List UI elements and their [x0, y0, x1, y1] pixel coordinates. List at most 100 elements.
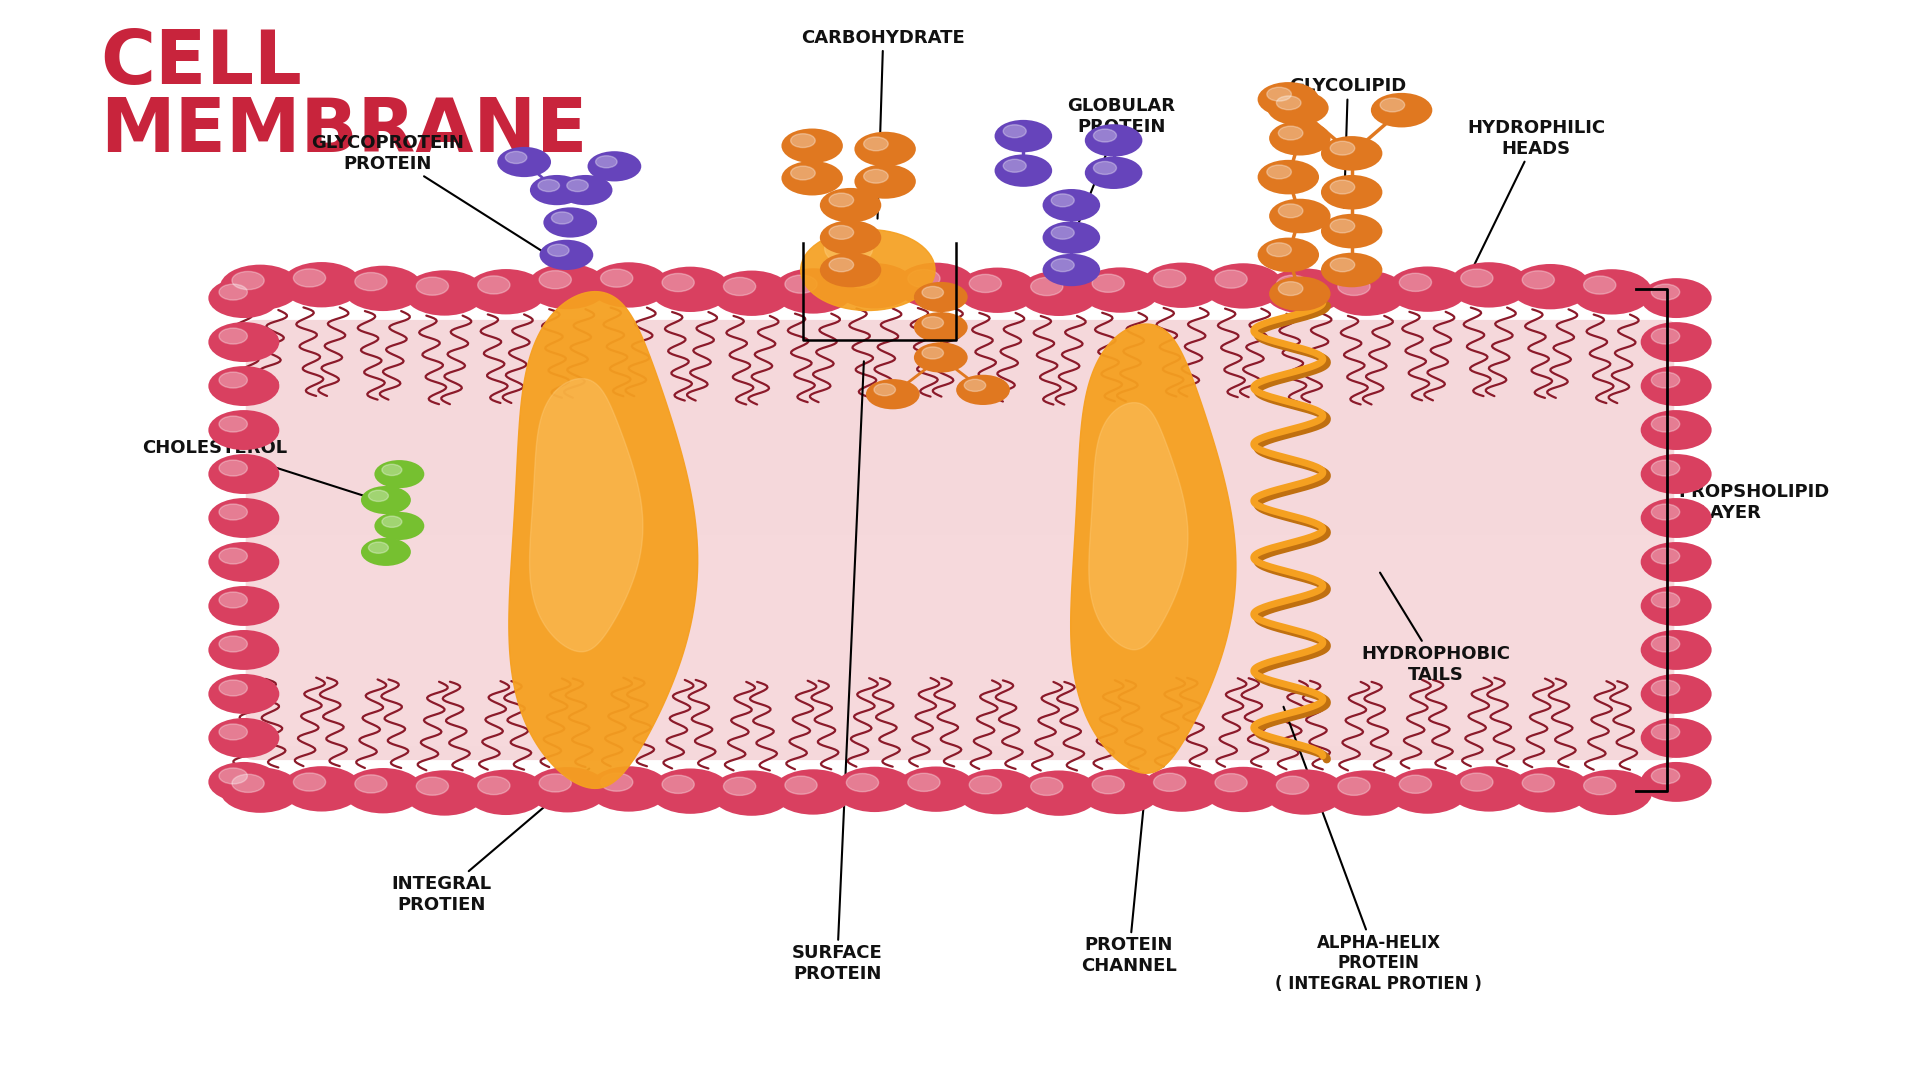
Circle shape	[1258, 238, 1319, 272]
Circle shape	[282, 766, 363, 811]
Circle shape	[724, 778, 756, 795]
Circle shape	[1321, 214, 1382, 248]
Circle shape	[922, 347, 943, 359]
Circle shape	[595, 156, 616, 167]
Circle shape	[219, 284, 248, 300]
Circle shape	[1258, 160, 1319, 194]
Circle shape	[922, 316, 943, 328]
Circle shape	[361, 486, 411, 514]
Circle shape	[772, 769, 854, 814]
Circle shape	[209, 454, 278, 494]
Polygon shape	[1089, 403, 1188, 650]
Circle shape	[662, 775, 695, 794]
Circle shape	[1094, 161, 1117, 175]
Circle shape	[1018, 770, 1098, 815]
Circle shape	[1642, 410, 1711, 450]
Circle shape	[1380, 98, 1405, 112]
Circle shape	[1461, 269, 1494, 287]
Circle shape	[1263, 269, 1344, 314]
Circle shape	[785, 777, 818, 794]
Circle shape	[219, 416, 248, 432]
Circle shape	[1371, 93, 1432, 127]
Circle shape	[369, 542, 388, 553]
Circle shape	[1331, 258, 1356, 272]
Circle shape	[1450, 262, 1528, 308]
Circle shape	[282, 262, 363, 308]
Circle shape	[854, 132, 916, 166]
Circle shape	[820, 188, 881, 222]
Circle shape	[820, 253, 881, 287]
Circle shape	[785, 275, 818, 293]
Circle shape	[1584, 276, 1617, 294]
Polygon shape	[530, 379, 643, 651]
Circle shape	[781, 161, 843, 195]
Circle shape	[1325, 270, 1405, 315]
Circle shape	[530, 175, 584, 205]
Circle shape	[914, 342, 968, 373]
Circle shape	[209, 279, 278, 318]
Circle shape	[1651, 768, 1680, 784]
Circle shape	[956, 375, 1010, 405]
Circle shape	[1400, 273, 1432, 292]
Circle shape	[1154, 773, 1187, 792]
Circle shape	[829, 226, 854, 240]
Circle shape	[1031, 778, 1064, 795]
Circle shape	[1331, 180, 1356, 194]
Circle shape	[791, 166, 816, 180]
Circle shape	[588, 151, 641, 181]
Circle shape	[1043, 221, 1100, 254]
Circle shape	[970, 274, 1002, 293]
Circle shape	[478, 275, 511, 294]
Text: PROTEIN
CHANNEL: PROTEIN CHANNEL	[1081, 783, 1177, 975]
Circle shape	[540, 271, 572, 288]
Circle shape	[1092, 274, 1125, 293]
Circle shape	[209, 630, 278, 670]
Circle shape	[374, 460, 424, 488]
Text: SURFACE
PROTEIN: SURFACE PROTEIN	[791, 362, 883, 983]
Circle shape	[232, 271, 265, 289]
Circle shape	[219, 724, 248, 740]
Circle shape	[1651, 460, 1680, 476]
Circle shape	[1651, 328, 1680, 345]
Circle shape	[1004, 160, 1027, 173]
Circle shape	[478, 777, 511, 795]
Circle shape	[1321, 175, 1382, 210]
Text: HYDROPHILIC
HEADS: HYDROPHILIC HEADS	[1467, 119, 1605, 270]
Circle shape	[1450, 766, 1528, 811]
Circle shape	[467, 770, 545, 815]
Circle shape	[958, 268, 1039, 313]
Circle shape	[864, 137, 889, 151]
Circle shape	[1321, 136, 1382, 171]
Circle shape	[781, 129, 843, 163]
Circle shape	[1004, 124, 1027, 138]
Circle shape	[209, 674, 278, 714]
Circle shape	[833, 767, 916, 812]
Circle shape	[1642, 630, 1711, 670]
Circle shape	[1018, 271, 1098, 316]
Circle shape	[219, 680, 248, 696]
Circle shape	[820, 220, 881, 255]
Circle shape	[547, 244, 568, 256]
Circle shape	[1085, 124, 1142, 157]
Circle shape	[1267, 165, 1292, 179]
Circle shape	[219, 460, 248, 476]
Circle shape	[209, 410, 278, 450]
Circle shape	[382, 516, 401, 527]
Polygon shape	[1071, 324, 1236, 773]
Circle shape	[847, 270, 879, 288]
Circle shape	[601, 269, 634, 287]
Circle shape	[1215, 773, 1248, 792]
Circle shape	[662, 273, 695, 292]
Circle shape	[1642, 366, 1711, 406]
Circle shape	[209, 322, 278, 362]
Circle shape	[1642, 674, 1711, 714]
Circle shape	[1277, 777, 1309, 794]
Circle shape	[1140, 262, 1221, 308]
Text: CELL
MEMBRANE: CELL MEMBRANE	[100, 27, 588, 168]
Circle shape	[369, 490, 388, 501]
Circle shape	[922, 286, 943, 298]
Circle shape	[232, 774, 265, 793]
Circle shape	[1279, 282, 1304, 296]
Circle shape	[1321, 253, 1382, 287]
Text: CHOLESTEROL: CHOLESTEROL	[142, 440, 382, 501]
